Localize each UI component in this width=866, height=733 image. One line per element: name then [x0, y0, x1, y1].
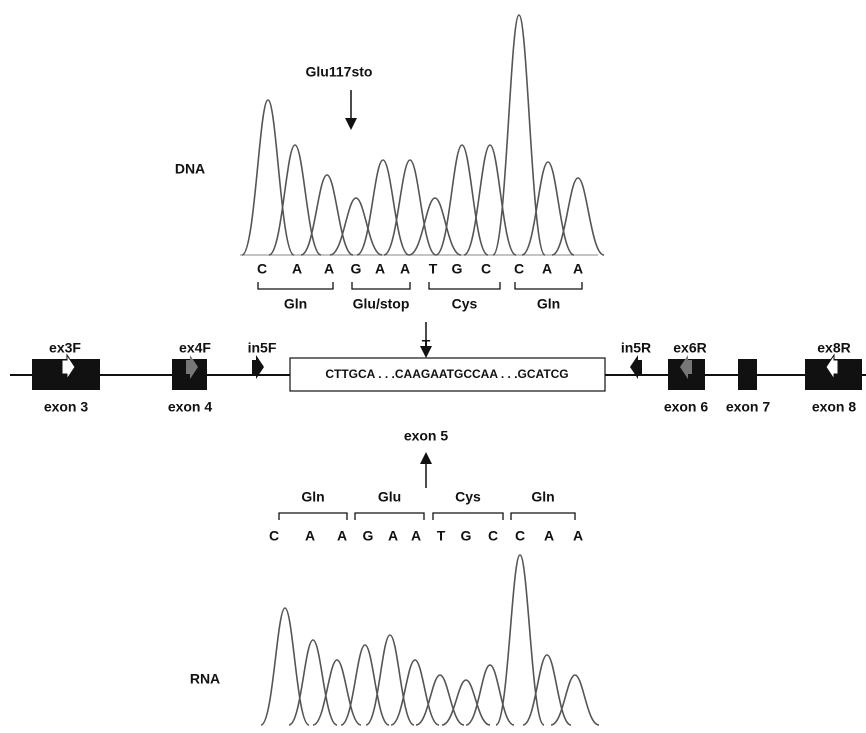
trace-peak	[496, 555, 544, 725]
trace-peak	[289, 640, 337, 725]
codon-bracket	[515, 282, 582, 289]
codon-bracket	[355, 513, 424, 520]
rna-base: A	[544, 528, 554, 544]
dna-base: A	[324, 261, 334, 277]
codon-bracket	[352, 282, 410, 289]
primer-label: in5F	[248, 340, 277, 356]
rna-base: A	[305, 528, 315, 544]
trace-peak	[436, 145, 488, 255]
rna-base: C	[269, 528, 279, 544]
figure: DNA Glu117sto CTTGCA . . .CAAGAATGCCAA .…	[0, 0, 866, 733]
primer-label: ex3F	[49, 340, 81, 356]
exon-label: exon 7	[726, 399, 771, 415]
primer-label: ex8R	[817, 340, 850, 356]
dna-codon: Cys	[452, 296, 478, 312]
dna-base: A	[292, 261, 302, 277]
dna-base: C	[257, 261, 267, 277]
exon-box	[738, 359, 757, 390]
exon-label: exon 4	[168, 399, 213, 415]
rna-label: RNA	[190, 671, 220, 687]
dna-base: G	[452, 261, 463, 277]
rna-codon: Gln	[301, 489, 324, 505]
primer-label: in5R	[621, 340, 651, 356]
rna-base: A	[388, 528, 398, 544]
rna-base: T	[437, 528, 446, 544]
trace-peak	[341, 645, 389, 725]
rna-base: C	[488, 528, 498, 544]
primer-label: ex4F	[179, 340, 211, 356]
exon-label: exon 3	[44, 399, 89, 415]
trace-peak	[551, 675, 599, 725]
codon-bracket	[511, 513, 575, 520]
dna-base: C	[514, 261, 524, 277]
trace-peak	[493, 15, 545, 255]
exon-label: exon 5	[404, 428, 449, 444]
dna-codon: Gln	[537, 296, 560, 312]
codon-bracket	[429, 282, 500, 289]
rna-base: A	[411, 528, 421, 544]
rna-base: A	[573, 528, 583, 544]
dna-chromatogram	[242, 15, 604, 255]
rna-codon: Glu	[378, 489, 401, 505]
dna-codon: Glu/stop	[353, 296, 410, 312]
exon-label: exon 6	[664, 399, 709, 415]
trace-peak	[523, 655, 571, 725]
trace-peak	[269, 145, 321, 255]
dna-label: DNA	[175, 161, 205, 177]
trace-peak	[261, 608, 309, 725]
rna-base: G	[461, 528, 472, 544]
codon-bracket	[279, 513, 347, 520]
primer-label: ex6R	[673, 340, 706, 356]
dna-base: C	[481, 261, 491, 277]
rna-codon: Cys	[455, 489, 481, 505]
dna-base: A	[542, 261, 552, 277]
dna-base: A	[375, 261, 385, 277]
dna-base: G	[351, 261, 362, 277]
trace-peak	[552, 178, 604, 255]
dna-codon: Gln	[284, 296, 307, 312]
trace-peak	[464, 145, 516, 255]
rna-base: A	[337, 528, 347, 544]
exon-label: exon 8	[812, 399, 857, 415]
trace-peak	[357, 160, 409, 255]
dna-base: A	[573, 261, 583, 277]
trace-peak	[522, 162, 574, 255]
trace-peak	[409, 198, 461, 255]
codon-bracket	[433, 513, 503, 520]
codon-bracket	[258, 282, 333, 289]
rna-base: G	[363, 528, 374, 544]
trace-peak	[442, 680, 490, 725]
rna-chromatogram	[261, 555, 599, 725]
rna-codon: Gln	[531, 489, 554, 505]
rna-base: C	[515, 528, 525, 544]
dna-base: A	[400, 261, 410, 277]
mutation-label: Glu117sto	[306, 64, 373, 80]
trace-peak	[330, 198, 382, 255]
exon5-sequence: CTTGCA . . .CAAGAATGCCAA . . .GCATCG	[325, 367, 568, 381]
dna-base: T	[429, 261, 438, 277]
